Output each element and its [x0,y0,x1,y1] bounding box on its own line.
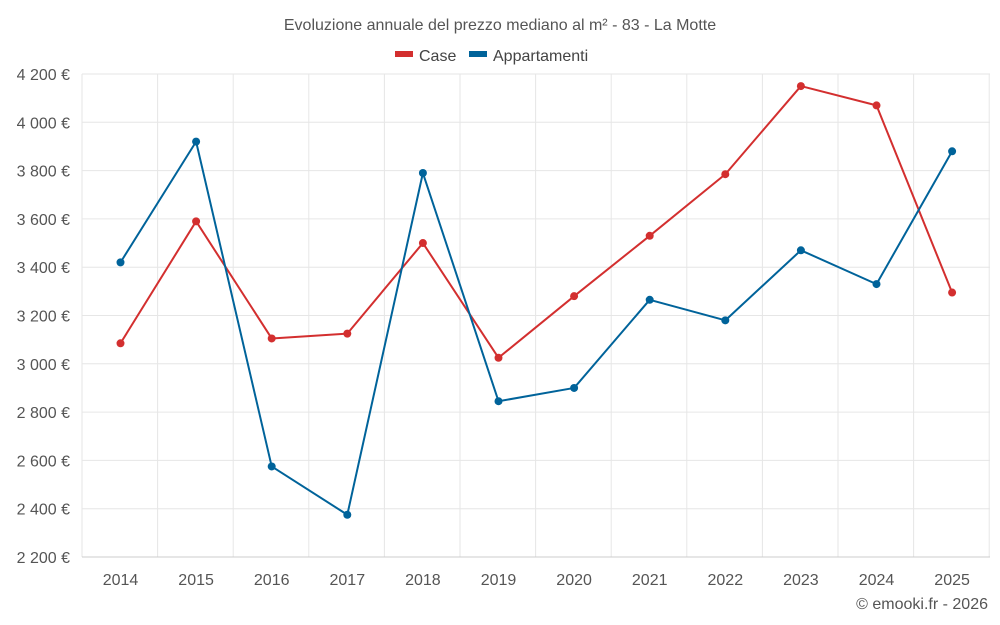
data-point-appartamenti[interactable] [267,462,276,471]
y-tick-label: 3 200 € [17,309,70,326]
x-tick-label: 2021 [632,572,668,589]
data-point-appartamenti[interactable] [721,316,730,325]
x-tick-label: 2024 [859,572,895,589]
y-tick-label: 2 800 € [17,405,70,422]
legend-label-case: Case [419,48,456,65]
data-point-appartamenti[interactable] [418,169,427,178]
data-point-case[interactable] [948,288,957,297]
data-point-case[interactable] [343,329,352,338]
data-point-case[interactable] [570,292,579,301]
legend-item-case[interactable]: Case [395,48,456,65]
x-tick-label: 2014 [103,572,139,589]
y-tick-label: 3 600 € [17,212,70,229]
data-point-appartamenti[interactable] [343,510,352,519]
data-point-case[interactable] [494,353,503,362]
data-point-case[interactable] [796,82,805,91]
x-tick-label: 2016 [254,572,290,589]
x-tick-label: 2023 [783,572,819,589]
legend: Case Appartamenti [395,48,588,65]
grid [81,73,990,558]
y-tick-label: 3 800 € [17,164,70,181]
series [116,82,957,519]
legend-swatch-case [395,51,413,57]
data-point-case[interactable] [116,339,125,348]
y-tick-label: 2 200 € [17,550,70,567]
x-tick-label: 2018 [405,572,441,589]
y-tick-label: 3 400 € [17,260,70,277]
x-tick-label: 2022 [708,572,744,589]
y-tick-label: 2 600 € [17,453,70,470]
y-axis: 2 200 € 2 400 € 2 600 € 2 800 € 3 000 € 3 200… [17,67,70,567]
data-point-appartamenti[interactable] [796,246,805,255]
x-tick-label: 2020 [556,572,592,589]
legend-item-appartamenti[interactable]: Appartamenti [469,48,588,65]
data-point-appartamenti[interactable] [948,147,957,156]
legend-swatch-appartamenti [469,51,487,57]
x-tick-label: 2015 [178,572,214,589]
x-tick-label: 2017 [330,572,366,589]
x-axis: 2014 2015 2016 2017 2018 2019 2020 2021 2022 2023… [82,556,990,589]
data-point-appartamenti[interactable] [116,258,125,267]
y-tick-label: 3 000 € [17,357,70,374]
data-point-case[interactable] [418,239,427,248]
data-point-appartamenti[interactable] [570,383,579,392]
data-point-case[interactable] [872,101,881,110]
credit-text: © emooki.fr - 2026 [856,596,988,613]
y-tick-label: 2 400 € [17,502,70,519]
legend-label-appartamenti: Appartamenti [493,48,588,65]
data-point-appartamenti[interactable] [872,280,881,289]
chart-title: Evoluzione annuale del prezzo mediano al… [284,17,716,34]
data-point-appartamenti[interactable] [494,397,503,406]
y-tick-label: 4 000 € [17,115,70,132]
data-point-case[interactable] [267,334,276,343]
x-tick-label: 2025 [934,572,970,589]
data-point-case[interactable] [192,217,201,226]
x-tick-label: 2019 [481,572,517,589]
data-point-case[interactable] [721,170,730,179]
data-point-case[interactable] [645,231,654,240]
series-line-case [119,85,954,359]
data-point-appartamenti[interactable] [192,137,201,146]
data-point-appartamenti[interactable] [645,295,654,304]
y-tick-label: 4 200 € [17,67,70,84]
series-line-appartamenti [119,140,953,516]
